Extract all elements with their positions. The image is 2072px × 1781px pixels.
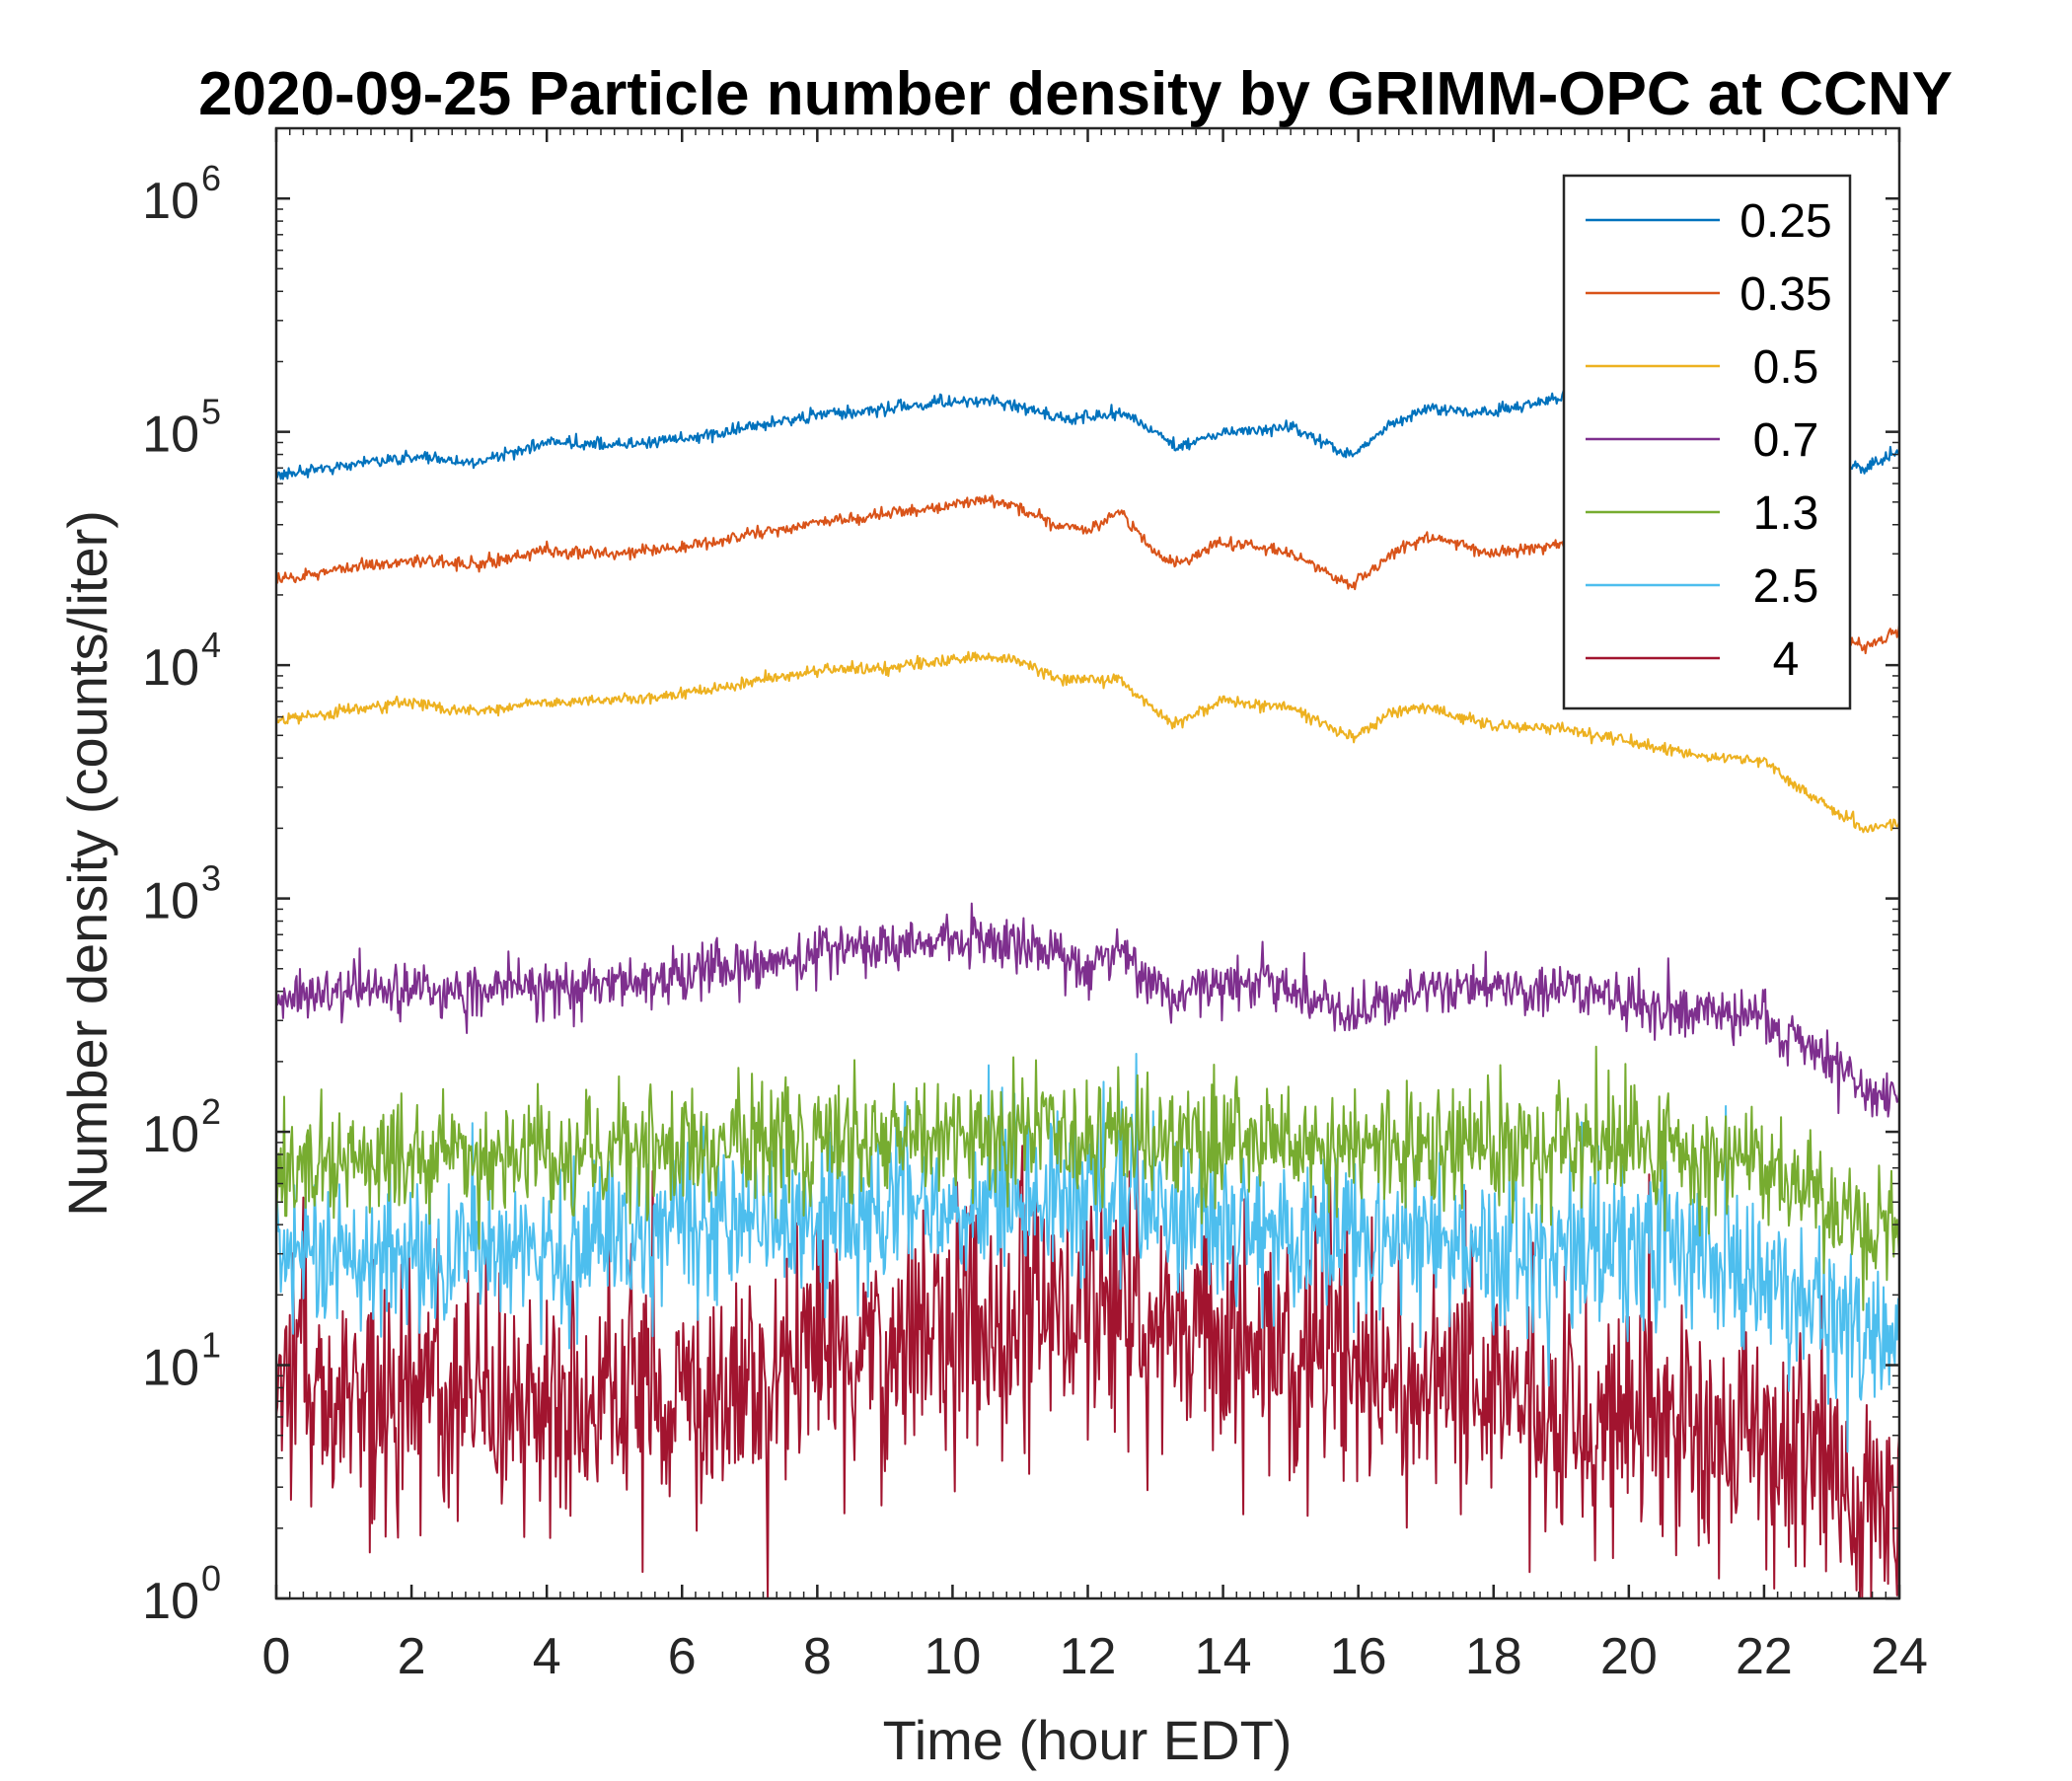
legend-label: 1.3 — [1753, 487, 1819, 540]
x-tick-label: 8 — [803, 1628, 832, 1685]
chart-title: 2020-09-25 Particle number density by GR… — [198, 60, 1953, 128]
legend-label: 2.5 — [1753, 560, 1819, 613]
legend-label: 0.7 — [1753, 414, 1819, 467]
x-tick-label: 2 — [398, 1628, 426, 1685]
legend-label: 0.5 — [1753, 341, 1819, 394]
x-tick-label: 6 — [668, 1628, 697, 1685]
legend-label: 0.35 — [1739, 268, 1831, 321]
y-tick-label: 10 — [142, 173, 199, 230]
y-tick-exponent: 0 — [201, 1558, 221, 1598]
legend-label: 4 — [1773, 633, 1800, 686]
x-tick-label: 18 — [1465, 1628, 1522, 1685]
x-axis-label: Time (hour EDT) — [883, 1709, 1293, 1771]
y-tick-exponent: 4 — [201, 625, 221, 665]
y-tick-exponent: 2 — [201, 1091, 221, 1132]
x-tick-label: 20 — [1600, 1628, 1658, 1685]
y-tick-exponent: 6 — [201, 158, 221, 198]
legend: 0.25 0.35 0.5 0.7 1.3 2.5 4 — [1562, 174, 1852, 710]
x-tick-label: 4 — [533, 1628, 561, 1685]
x-tick-label: 22 — [1736, 1628, 1793, 1685]
series-line-1.3 — [275, 1045, 1900, 1311]
legend-label: 0.25 — [1739, 195, 1831, 248]
y-tick-label: 10 — [142, 639, 199, 697]
x-tick-label: 24 — [1871, 1628, 1928, 1685]
x-tick-label: 0 — [262, 1628, 291, 1685]
x-tick-label: 10 — [924, 1628, 981, 1685]
y-axis-label: Number density (counts/liter) — [56, 510, 118, 1217]
legend-box — [1562, 174, 1852, 710]
x-tick-label: 16 — [1330, 1628, 1387, 1685]
y-tick-exponent: 1 — [201, 1325, 221, 1366]
y-tick-label: 10 — [142, 1573, 199, 1630]
y-tick-label: 10 — [142, 1340, 199, 1397]
x-tick-label: 14 — [1195, 1628, 1252, 1685]
x-tick-label: 12 — [1060, 1628, 1117, 1685]
series-line-0.7 — [275, 902, 1900, 1118]
y-tick-exponent: 3 — [201, 858, 221, 899]
y-tick-label: 10 — [142, 1106, 199, 1163]
series-line-0.5 — [275, 650, 1900, 834]
y-tick-label: 10 — [142, 407, 199, 464]
y-tick-label: 10 — [142, 873, 199, 930]
y-tick-exponent: 5 — [201, 392, 221, 432]
